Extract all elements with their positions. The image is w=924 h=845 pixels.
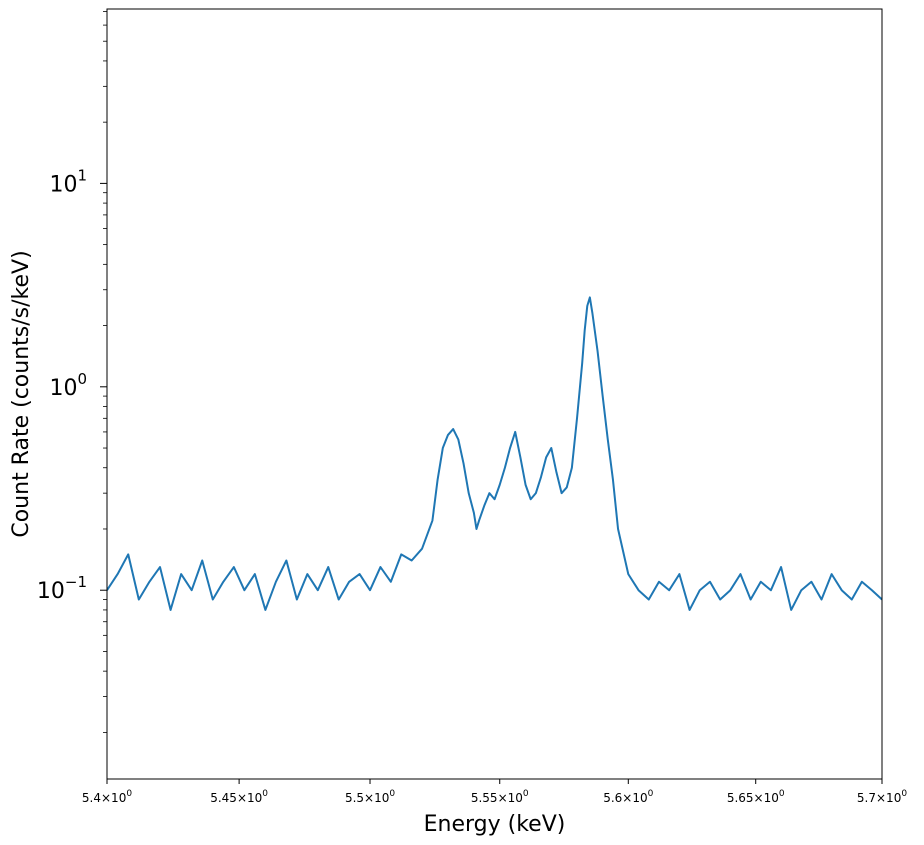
x-tick-label-1: 5.45×100 — [210, 789, 268, 805]
x-tick-label-2: 5.5×100 — [345, 789, 395, 805]
y-tick-label-1: 100 — [49, 370, 87, 401]
series-line-0 — [107, 296, 882, 611]
x-axis-label: Energy (keV) — [424, 812, 566, 837]
series-layer — [107, 296, 882, 611]
y-tick-label-0: 10−1 — [37, 573, 87, 604]
x-tick-label-0: 5.4×100 — [82, 789, 132, 805]
plot-frame — [106, 8, 883, 780]
x-tick-label-5: 5.65×100 — [727, 789, 785, 805]
x-tick-label-6: 5.7×100 — [857, 789, 907, 805]
y-axis-label: Count Rate (counts/s/keV) — [9, 250, 34, 537]
x-tick-label-4: 5.6×100 — [603, 789, 653, 805]
y-tick-label-2: 101 — [49, 166, 87, 197]
x-axis-ticks: 5.4×100 5.45×100 5.5×100 5.55×100 5.6×100 5.6… — [82, 779, 907, 805]
y-axis-ticks: 10−1 100 101 — [37, 11, 107, 733]
x-tick-label-3: 5.55×100 — [471, 789, 529, 805]
